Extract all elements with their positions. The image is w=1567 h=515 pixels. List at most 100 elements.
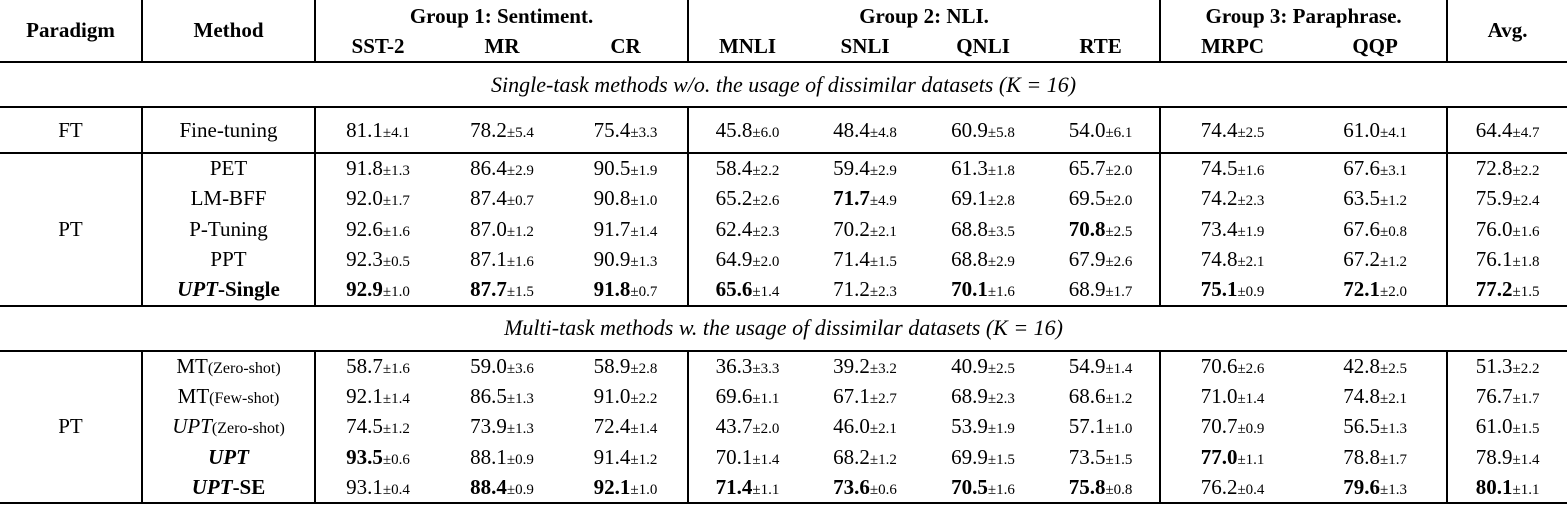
score-value: 46.0 (833, 414, 870, 439)
score-value: 69.9 (951, 444, 988, 469)
score-cell: 70.1±1.6 (924, 275, 1043, 307)
score-stddev: ±0.4 (382, 481, 410, 498)
score-value: 40.9 (951, 353, 988, 378)
score-value: 75.4 (593, 117, 631, 142)
score-cell: 57.1±1.0 (1042, 412, 1160, 443)
score-cell: 90.9±1.3 (564, 245, 688, 276)
score-cell: 78.8±1.7 (1304, 442, 1447, 473)
score-cell: 77.0±1.1 (1159, 442, 1305, 473)
score-value: 68.8 (951, 247, 988, 272)
group-header-sentiment: Group 1: Sentiment. (313, 0, 689, 32)
score-value: 65.6 (715, 277, 753, 302)
score-cell: 58.7±1.6 (314, 350, 440, 381)
score-stddev: ±1.5 (506, 284, 534, 301)
score-value: 58.7 (346, 353, 383, 378)
table-row: PT PET 91.8±1.3 86.4±2.9 90.5±1.9 58.4±2.2 59.… (0, 153, 1567, 307)
score-cell: 91.0±2.2 (564, 381, 688, 412)
score-cell: 91.4±1.2 (564, 442, 688, 473)
score-value: 77.2 (1475, 277, 1513, 302)
score-value: 42.8 (1343, 353, 1380, 378)
score-stddev: ±2.5 (987, 360, 1015, 377)
method-label: UPT (191, 474, 233, 499)
score-stddev: ±1.2 (382, 421, 410, 438)
score-value: 59.0 (470, 353, 507, 378)
score-value: 71.4 (833, 247, 870, 272)
sub-header-row: SST-2 MR CR MNLI SNLI QNLI RTE MRPC QQP (0, 32, 1567, 63)
score-value: 71.0 (1200, 383, 1238, 408)
score-stddev: ±2.2 (1512, 163, 1540, 180)
score-cell: 51.3±2.2 (1446, 350, 1567, 381)
score-stddev: ±2.4 (1512, 193, 1540, 210)
score-cell: 93.1±0.4 (314, 472, 440, 504)
col-header-sst2: SST-2 (314, 32, 440, 63)
score-value: 70.1 (951, 277, 988, 302)
score-value: 60.9 (951, 117, 988, 142)
score-stddev: ±2.0 (1105, 163, 1133, 180)
score-value: 74.5 (346, 414, 383, 439)
score-stddev: ±0.7 (506, 193, 534, 210)
score-value: 78.2 (470, 117, 507, 142)
score-cell: 74.8±2.1 (1304, 381, 1447, 412)
score-value: 70.6 (1200, 353, 1238, 378)
score-value: 45.8 (715, 117, 753, 142)
score-cell: 92.6±1.6 (314, 214, 440, 245)
section-header-row: Multi-task methods w. the usage of dissi… (0, 305, 1567, 352)
score-cell: 70.5±1.6 (924, 472, 1043, 504)
score-cell: 71.4±1.5 (806, 245, 924, 276)
score-stddev: ±3.1 (1379, 163, 1407, 180)
score-value: 91.8 (346, 156, 383, 181)
score-stddev: ±1.0 (382, 284, 410, 301)
method-label: -Single (217, 277, 280, 302)
score-value: 92.1 (346, 383, 383, 408)
col-header-qqp: QQP (1304, 32, 1448, 63)
score-value: 67.6 (1343, 216, 1380, 241)
score-cell: 73.9±1.3 (440, 412, 564, 443)
col-header-avg: Avg. (1446, 0, 1567, 63)
method-label: (Zero-shot) (211, 420, 285, 438)
method-label: PET (209, 156, 248, 181)
score-stddev: ±1.1 (752, 481, 780, 498)
score-stddev: ±1.8 (987, 163, 1015, 180)
score-cell: 70.2±2.1 (806, 214, 924, 245)
score-value: 70.5 (951, 474, 988, 499)
score-value: 68.9 (1068, 277, 1106, 302)
score-value: 92.0 (346, 186, 383, 211)
score-stddev: ±1.0 (1105, 421, 1133, 438)
score-cell: 80.1±1.1 (1446, 472, 1567, 504)
score-cell: 92.3±0.5 (314, 244, 440, 275)
method-label: UPT (177, 277, 218, 302)
score-value: 76.0 (1475, 216, 1513, 241)
score-value: 86.4 (470, 156, 507, 181)
score-stddev: ±1.5 (1512, 284, 1540, 301)
score-stddev: ±2.7 (869, 390, 897, 407)
method-cell: PET (141, 153, 315, 184)
table-row: UPT(Zero-shot) 74.5±1.2 73.9±1.3 72.4±1.4 43… (0, 411, 1567, 443)
score-cell: 78.2±5.4 (440, 107, 564, 154)
score-stddev: ±1.5 (1512, 421, 1540, 438)
score-stddev: ±0.6 (869, 481, 897, 498)
score-value: 67.6 (1343, 156, 1380, 181)
col-header-snli: SNLI (806, 32, 925, 63)
score-cell: 42.8±2.5 (1304, 351, 1447, 382)
score-value: 62.4 (715, 216, 753, 241)
score-stddev: ±0.8 (1379, 223, 1407, 240)
score-value: 69.6 (715, 383, 753, 408)
score-stddev: ±1.1 (1512, 481, 1540, 498)
score-cell: 64.4±4.7 (1446, 107, 1567, 154)
score-stddev: ±1.5 (869, 254, 897, 271)
col-header-paradigm: Paradigm (0, 0, 142, 63)
score-cell: 61.0±4.1 (1304, 107, 1448, 154)
method-label: Fine-tuning (179, 117, 278, 142)
score-cell: 76.7±1.7 (1446, 381, 1567, 412)
score-stddev: ±2.9 (506, 163, 534, 180)
score-value: 57.1 (1068, 414, 1106, 439)
score-stddev: ±0.8 (1105, 481, 1133, 498)
score-value: 81.1 (346, 117, 383, 142)
score-stddev: ±4.7 (1512, 124, 1540, 141)
score-value: 70.7 (1200, 414, 1238, 439)
score-cell: 90.5±1.9 (564, 153, 688, 184)
score-value: 68.9 (951, 383, 988, 408)
score-stddev: ±1.2 (630, 451, 658, 468)
score-cell: 54.0±6.1 (1042, 107, 1161, 154)
score-stddev: ±2.1 (1379, 390, 1407, 407)
